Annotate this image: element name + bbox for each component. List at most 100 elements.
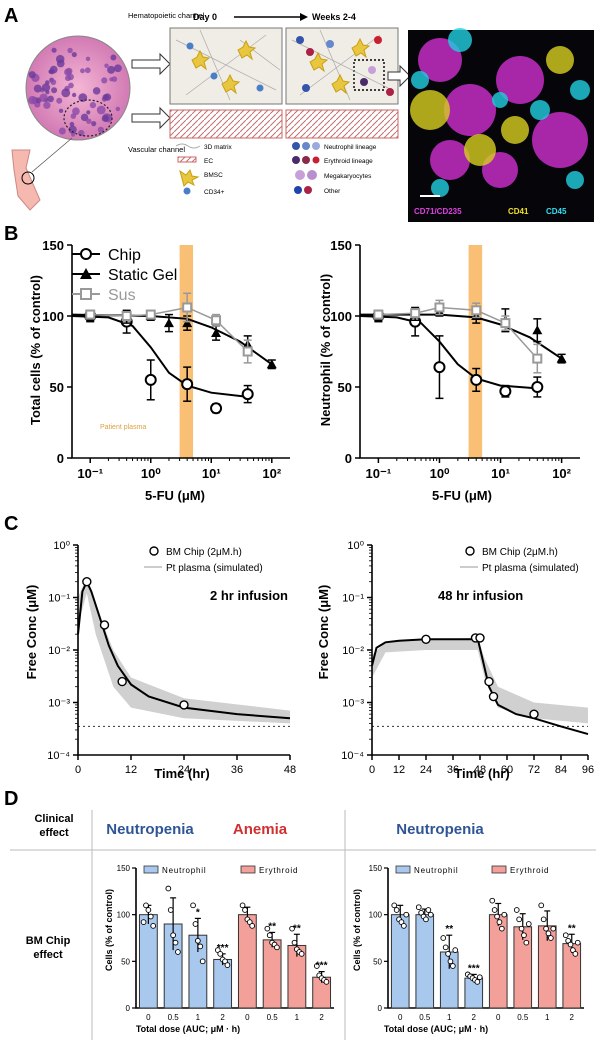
y-tick-label: 0 <box>126 1004 131 1013</box>
x-tick-label: 10² <box>552 466 571 481</box>
replicate-dot <box>425 907 432 913</box>
histology-cell <box>51 87 58 94</box>
histology-cell <box>80 113 89 122</box>
vascular-channel-label: Vascular channel <box>128 145 185 154</box>
legend-erythroid: Erythroid lineage <box>324 158 373 165</box>
blood-cell <box>360 78 368 86</box>
replicate-dot <box>447 958 454 965</box>
blood-cell <box>374 36 382 44</box>
replicate-dot <box>538 902 545 909</box>
c-left-legend-chip: BM Chip (2μM.h) <box>166 547 242 558</box>
micro-label-cd41: CD41 <box>508 207 529 216</box>
histology-cell <box>80 93 85 99</box>
histology-cell <box>102 94 109 101</box>
fluorescent-cell <box>546 46 574 74</box>
replicate-dot <box>491 907 498 913</box>
y-tick-label: 50 <box>373 957 382 966</box>
x-tick-label: 1 <box>295 1013 300 1022</box>
data-point-chip <box>144 373 157 386</box>
bmsc-cell <box>237 39 257 61</box>
histology-cell <box>28 95 37 105</box>
significance-mark: *** <box>468 963 480 974</box>
panel-a-label: A <box>4 5 18 27</box>
replicate-dot <box>513 907 520 913</box>
c-left-ylabel: Free Conc (μM) <box>24 585 39 680</box>
b-left-xlabel: 5-FU (μM) <box>145 488 205 503</box>
micro-label-cd45: CD45 <box>546 207 567 216</box>
legend-label-erythroid: Erythroid <box>510 866 549 875</box>
fluorescent-cell <box>410 90 450 130</box>
fluorescent-cell <box>448 28 472 52</box>
data-point-sus <box>211 315 222 326</box>
chart-dose-neutropenia-anemia: 0 50 100 150 0 0.5 * 1 *** 2 0 ** 0.5 ** 1 *** 2 Neutroph… <box>117 864 334 1022</box>
data-point-chip <box>241 388 254 401</box>
histology-cell <box>69 121 75 127</box>
replicate-dot <box>518 925 525 932</box>
y-tick-label: 50 <box>50 380 64 395</box>
replicate-dot <box>313 963 320 969</box>
cd34-cell <box>186 42 194 50</box>
x-tick-label: 10⁰ <box>141 466 161 481</box>
replicate-dot <box>190 902 196 909</box>
blood-cell <box>302 84 310 92</box>
x-tick-label: 24 <box>178 764 190 776</box>
data-point-bm-chip <box>82 576 92 587</box>
replicate-dot <box>423 916 429 923</box>
data-point-sus <box>532 353 543 364</box>
cd34-cell <box>210 72 218 80</box>
histology-cell <box>58 108 64 113</box>
d-anemia: Anemia <box>233 821 288 838</box>
histology-cell <box>41 83 51 92</box>
b-legend-sus: Sus <box>108 287 136 304</box>
x-tick-label: 2 <box>472 1013 477 1022</box>
replicate-dot <box>501 911 508 918</box>
b-legend-static-gel: Static Gel <box>108 267 177 284</box>
histology-cell <box>115 106 121 112</box>
x-tick-label: 1 <box>196 1013 201 1022</box>
d-header: Clinical effect Neutropenia Anemia Neutro… <box>10 810 596 1040</box>
significance-mark: ** <box>568 923 576 934</box>
bmsc-cell <box>221 73 241 95</box>
replicate-dot <box>249 923 256 929</box>
replicate-dot <box>143 902 149 909</box>
blood-cell <box>306 48 314 56</box>
histology-cell <box>71 132 76 137</box>
data-point-bm-chip <box>484 676 494 687</box>
panel-d-label: D <box>4 788 18 810</box>
data-point-sus <box>434 302 445 313</box>
c-left-xlabel: Time (hr) <box>154 766 209 781</box>
fluorescent-cell <box>430 140 470 180</box>
c-left-title: 2 hr infusion <box>210 588 288 603</box>
histology-cell <box>96 105 106 115</box>
bar-legend: Neutrophil Erythroid <box>143 865 297 875</box>
histology-cell <box>33 84 42 93</box>
histology-cell <box>67 47 73 54</box>
b-legend: Chip Static Gel Sus <box>72 247 177 304</box>
replicate-dot <box>516 916 523 923</box>
data-point-static-gel <box>532 325 543 335</box>
x-tick-label: 36 <box>231 764 243 776</box>
fluorescent-cell <box>492 92 508 108</box>
histology-cell <box>48 69 53 74</box>
y-tick-label: 150 <box>369 864 383 873</box>
y-tick-label: 10⁰ <box>53 540 70 552</box>
x-tick-label: 0.5 <box>517 1013 529 1022</box>
legend-label-neutrophil: Neutrophil <box>414 866 458 875</box>
histology-cell <box>71 51 77 58</box>
micro-label-cd71: CD71/CD235 <box>414 207 462 216</box>
pt-plasma-band <box>78 576 290 724</box>
hematopoietic-channel-label: Hematopoietic channel <box>128 11 205 20</box>
y-tick-label: 150 <box>330 238 352 253</box>
replicate-dot <box>521 932 527 939</box>
replicate-dot <box>391 902 398 909</box>
y-tick-label: 50 <box>121 957 130 966</box>
replicate-dot <box>545 930 552 937</box>
x-tick-label: 72 <box>528 764 540 776</box>
bar-legend: Neutrophil Erythroid <box>395 865 549 875</box>
replicate-dot <box>574 939 581 946</box>
legend-swatch-erythroid <box>240 865 256 874</box>
patient-plasma-band <box>468 245 483 458</box>
b-legend-chip: Chip <box>108 247 141 264</box>
data-point-sus <box>85 309 96 320</box>
